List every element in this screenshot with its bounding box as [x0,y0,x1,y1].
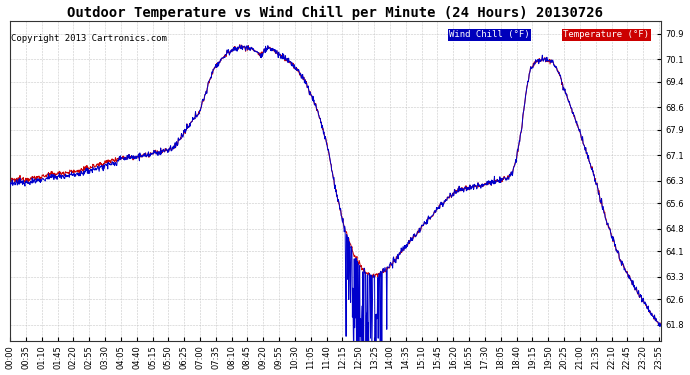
Text: Temperature (°F): Temperature (°F) [563,30,649,39]
Text: Copyright 2013 Cartronics.com: Copyright 2013 Cartronics.com [11,34,167,43]
Title: Outdoor Temperature vs Wind Chill per Minute (24 Hours) 20130726: Outdoor Temperature vs Wind Chill per Mi… [68,6,604,20]
Text: Wind Chill (°F): Wind Chill (°F) [449,30,530,39]
